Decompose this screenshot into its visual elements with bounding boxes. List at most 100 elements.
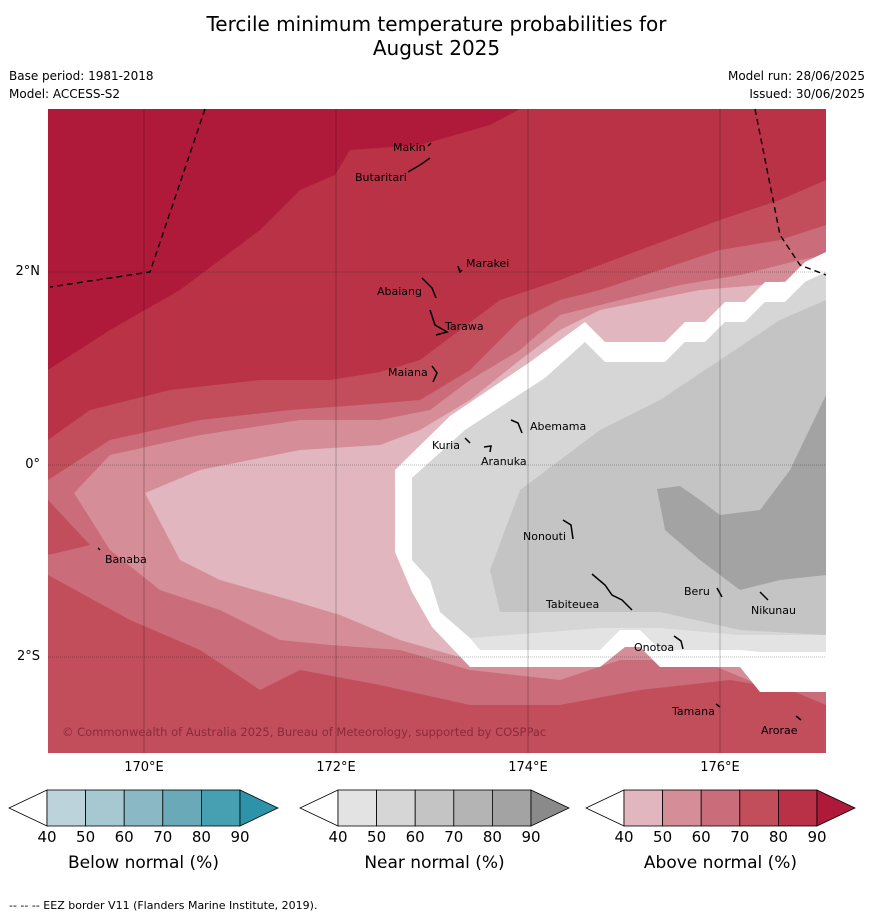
- near-colorbar-tick: 40: [328, 828, 348, 846]
- island-nikunau: [759, 591, 769, 601]
- title-line-1: Tercile minimum temperature probabilitie…: [206, 12, 667, 36]
- above-colorbar-tick: 80: [768, 828, 788, 846]
- near-colorbar-tick: 90: [521, 828, 541, 846]
- map-fill: [48, 109, 826, 753]
- above-colorbar-low-extend: [585, 789, 625, 827]
- title-line-2: August 2025: [372, 36, 501, 60]
- above-colorbar-high-extend: [816, 789, 856, 827]
- below-colorbar-tick: 40: [37, 828, 57, 846]
- below-colorbar-tick: 80: [191, 828, 211, 846]
- near-colorbar-high-extend: [530, 789, 570, 827]
- near-colorbar-segment: [491, 789, 532, 827]
- near-colorbar-low-extend: [299, 789, 339, 827]
- label-onotoa: Onotoa: [634, 641, 674, 654]
- label-abemama: Abemama: [530, 420, 586, 433]
- above-colorbar-segment: [778, 789, 818, 827]
- band-90: [48, 109, 520, 370]
- near-colorbar-tick: 70: [444, 828, 464, 846]
- meta-left: Base period: 1981-2018 Model: ACCESS-S2: [9, 67, 154, 103]
- lat-label-2s: 2°S: [16, 649, 40, 664]
- near-colorbar-title: Near normal (%): [364, 853, 505, 873]
- island-banaba: [97, 547, 101, 551]
- lon-label-170e: 170°E: [124, 760, 164, 775]
- below-colorbar-tick: 60: [114, 828, 134, 846]
- below-colorbar-segment: [85, 789, 125, 827]
- near-colorbar-segment: [453, 789, 493, 827]
- above-colorbar-tick: 90: [807, 828, 827, 846]
- eez-border-east: [754, 108, 827, 276]
- island-marakei: [457, 265, 463, 274]
- label-aranuka: Aranuka: [481, 455, 527, 468]
- island-tabiteuea: [591, 573, 633, 611]
- below-colorbar-tick: 70: [153, 828, 173, 846]
- island-makin: [427, 142, 432, 147]
- island-tarawa: [429, 309, 449, 336]
- near-normal-70: [657, 395, 826, 590]
- label-tamana: Tamana: [671, 705, 715, 718]
- island-tamana: [715, 703, 721, 708]
- label-kuria: Kuria: [432, 439, 460, 452]
- eez-border: [49, 108, 827, 288]
- island-abaiang: [421, 277, 437, 299]
- island-arorae: [795, 715, 802, 721]
- below-colorbar-tick: 90: [230, 828, 250, 846]
- issued-date: Issued: 30/06/2025: [749, 87, 865, 101]
- label-makin: Makin: [393, 141, 426, 154]
- place-labels: Makin Butaritari Marakei Abaiang Tarawa …: [105, 141, 798, 737]
- label-arorae: Arorae: [761, 724, 798, 737]
- island-aranuka: [483, 445, 492, 453]
- meta-right: Model run: 28/06/2025 Issued: 30/06/2025: [728, 67, 865, 103]
- island-abemama: [510, 419, 523, 434]
- above-colorbar-title: Above normal (%): [643, 853, 798, 873]
- island-beru: [716, 587, 723, 598]
- near-colorbar-tick: 50: [367, 828, 387, 846]
- island-nonouti: [562, 519, 574, 540]
- islands: [97, 142, 802, 721]
- model-name: Model: ACCESS-S2: [9, 87, 121, 101]
- eez-border-west: [49, 108, 206, 288]
- near-colorbar-tick: 80: [482, 828, 502, 846]
- island-butaritari: [407, 157, 431, 173]
- above-colorbar-segment: [700, 789, 741, 827]
- label-maiana: Maiana: [388, 366, 428, 379]
- label-abaiang: Abaiang: [377, 285, 422, 298]
- near-colorbar-segment: [414, 789, 455, 827]
- copyright-notice: © Commonwealth of Australia 2025, Bureau…: [62, 725, 546, 739]
- chart-title: Tercile minimum temperature probabilitie…: [0, 12, 873, 60]
- below-colorbar-low-extend: [8, 789, 48, 827]
- near-colorbar-tick: 60: [405, 828, 425, 846]
- above-colorbar-segment: [623, 789, 663, 827]
- lon-label-176e: 176°E: [700, 760, 740, 775]
- label-tabiteuea: Tabiteuea: [545, 598, 599, 611]
- lat-label-0: 0°: [25, 457, 40, 472]
- below-colorbar-high-extend: [239, 789, 279, 827]
- below-colorbar-tick: 50: [76, 828, 96, 846]
- label-nonouti: Nonouti: [523, 530, 566, 543]
- label-beru: Beru: [684, 585, 710, 598]
- model-run: Model run: 28/06/2025: [727, 69, 865, 83]
- island-maiana: [431, 365, 438, 383]
- graticule: [48, 109, 826, 753]
- island-kuria: [464, 437, 471, 444]
- below-colorbar-segment: [46, 789, 86, 827]
- label-tarawa: Tarawa: [444, 320, 484, 333]
- colorbars: [8, 789, 856, 827]
- eez-footnote: -- -- -- EEZ border V11 (Flanders Marine…: [9, 899, 318, 912]
- below-colorbar-title: Below normal (%): [68, 853, 219, 873]
- above-colorbar-segment: [662, 789, 702, 827]
- label-banaba: Banaba: [105, 553, 147, 566]
- label-nikunau: Nikunau: [751, 604, 796, 617]
- above-colorbar-tick: 70: [730, 828, 750, 846]
- above-colorbar-tick: 50: [653, 828, 673, 846]
- below-colorbar-segment: [123, 789, 164, 827]
- lon-label-172e: 172°E: [316, 760, 356, 775]
- island-onotoa: [673, 635, 684, 650]
- lat-label-2n: 2°N: [15, 264, 41, 279]
- below-colorbar-segment: [200, 789, 241, 827]
- label-butaritari: Butaritari: [355, 171, 407, 184]
- above-colorbar-tick: 60: [691, 828, 711, 846]
- near-colorbar-segment: [376, 789, 416, 827]
- above-colorbar-tick: 40: [614, 828, 634, 846]
- label-marakei: Marakei: [466, 257, 509, 270]
